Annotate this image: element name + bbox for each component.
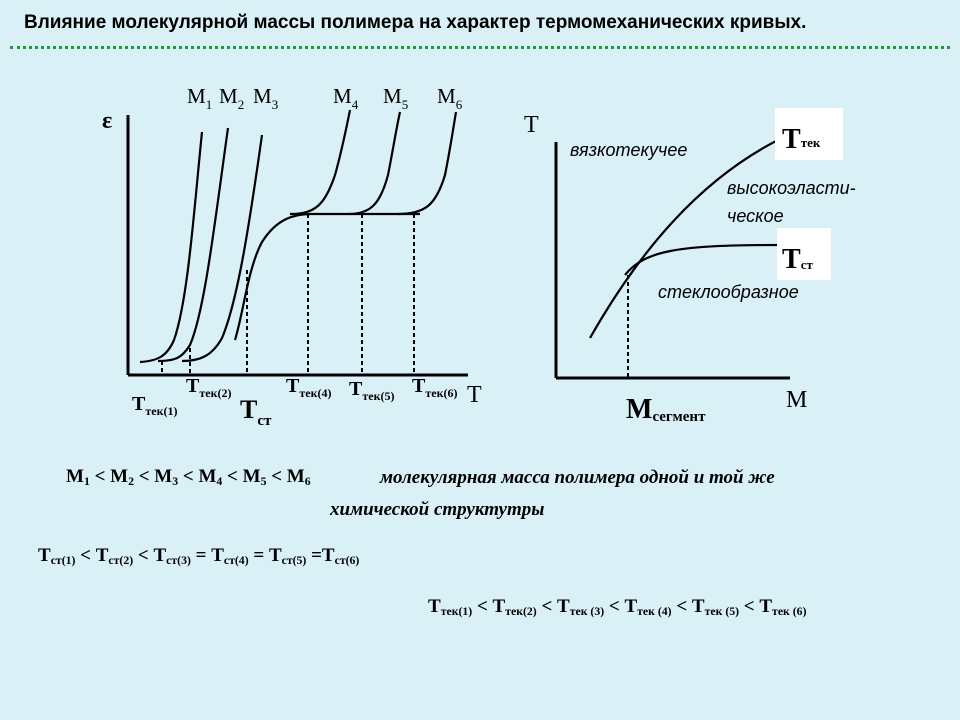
- t-flow-label: Tтек: [782, 124, 821, 155]
- mass-description-2: химической структутры: [330, 499, 545, 520]
- label-tek1: Tтек(1): [132, 393, 177, 418]
- curve-m6: [397, 111, 458, 216]
- region-glassy: стеклообразное: [658, 282, 799, 302]
- t-glass-box: [777, 228, 831, 280]
- glass-order: Tст(1) < Tст(2) < Tст(3) = Tст(4) = Tст(…: [38, 545, 360, 567]
- region-elastic-2: ческое: [727, 206, 784, 226]
- label-m5: M5: [383, 84, 408, 112]
- left-x-axis-symbol: T: [467, 382, 482, 408]
- label-tek4: Tтек(4): [286, 375, 331, 400]
- mass-description-1: молекулярная масса полимера одной и той …: [380, 467, 775, 488]
- curve-plateau: [233, 212, 420, 341]
- label-tek5: Tтек(5): [349, 378, 394, 403]
- flow-order: Tтек(1) < Tтек(2) < Tтек (3) < Tтек (4) …: [428, 596, 807, 618]
- left-chart-labels: ε T M1 M2 M3 M4 M5 M6 Tтек(1) Tтек(2) Tс…: [102, 84, 482, 429]
- label-m6: M6: [437, 84, 463, 112]
- label-m2: M2: [219, 84, 244, 112]
- left-y-axis-symbol: ε: [102, 108, 112, 134]
- curve-m5: [347, 111, 402, 216]
- right-y-axis-symbol: T: [524, 112, 539, 138]
- glass-curve: [624, 243, 779, 276]
- right-x-axis-symbol: M: [786, 387, 807, 413]
- m-segment-label: Mсегмент: [626, 394, 706, 425]
- label-tek6: Tтек(6): [412, 375, 457, 400]
- slide-title: Влияние молекулярной массы полимера на х…: [24, 12, 807, 33]
- curve-m1: [139, 131, 204, 364]
- curve-m2: [157, 127, 230, 363]
- t-glass-label: Tст: [782, 244, 813, 275]
- label-tst: Tст: [240, 395, 272, 429]
- left-chart: [126, 109, 468, 377]
- right-chart-labels: T M вязкотекучее высокоэласти- ческое ст…: [524, 108, 856, 425]
- flow-curve: [589, 139, 779, 339]
- mass-order: M1 < M2 < M3 < M4 < M5 < M6: [66, 466, 311, 488]
- label-tek2: Tтек(2): [186, 375, 231, 400]
- label-m4: M4: [333, 84, 359, 112]
- label-m3: M3: [253, 84, 278, 112]
- curve-m3: [181, 134, 264, 363]
- label-m1: M1: [187, 84, 212, 112]
- curve-m4: [289, 109, 352, 216]
- region-viscous: вязкотекучее: [570, 140, 687, 160]
- title-divider: [10, 46, 950, 49]
- right-chart: [554, 139, 790, 380]
- t-flow-box: [775, 108, 843, 160]
- region-elastic-1: высокоэласти-: [727, 178, 856, 198]
